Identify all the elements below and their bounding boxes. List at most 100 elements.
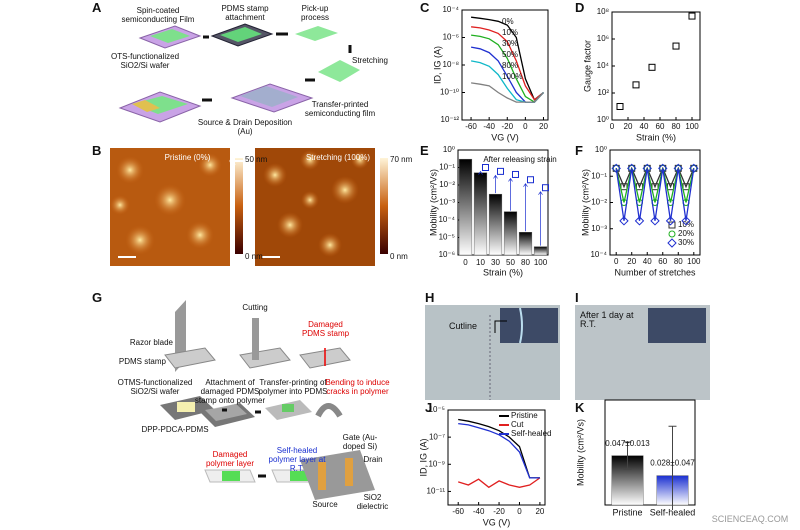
afm-images [110, 148, 388, 266]
caption: DPP-PDCA-PDMS [141, 425, 209, 434]
x-tick-label: -20 [501, 122, 513, 131]
marker [642, 163, 652, 174]
series-line [615, 168, 695, 221]
series-line [615, 166, 695, 189]
plot-frame [604, 399, 696, 506]
marker [616, 103, 624, 110]
y-tick-label: 10⁻¹⁰ [440, 88, 459, 97]
caption: PDMS stamp [118, 357, 166, 366]
plot-frame [447, 409, 546, 506]
series-line [471, 82, 544, 103]
caption: Razor blade [129, 338, 173, 347]
caption: Transfer-printing of polymer into PDMS [258, 378, 328, 396]
caption: PDMS stamp attachment [221, 4, 269, 22]
x-axis-label: Number of stretches [614, 267, 696, 277]
marker [658, 163, 668, 174]
y-axis-label: Mobility (cm²/Vs) [575, 419, 585, 486]
marker [681, 216, 691, 226]
y-tick-label: 10⁻¹¹ [427, 487, 446, 496]
x-tick-label: 50 [506, 258, 515, 267]
y-tick-label: 10⁻⁴ [442, 5, 459, 14]
y-tick-label: 10⁸ [597, 7, 609, 16]
caption: Self-healed polymer layer at R.T. [268, 446, 326, 473]
y-tick-label: 10⁻³ [591, 224, 607, 233]
caption: OTMS-functionalized SiO2/Si wafer [117, 378, 193, 396]
caption: Pick-up process [300, 4, 329, 22]
x-tick-label: -40 [483, 122, 495, 131]
schematic-a [118, 23, 360, 123]
x-axis-label: VG (V) [483, 517, 511, 527]
y-tick-label: 10⁻⁸ [443, 60, 460, 69]
value-label: 0.047±0.013 [605, 439, 650, 448]
x-axis-label: VG (V) [491, 132, 519, 142]
caption: Cutline [448, 321, 477, 331]
legend-label: Cut [511, 420, 524, 429]
colorbar-label: 70 nm [390, 155, 413, 164]
plot-frame [611, 11, 701, 121]
legend-label: 20% [678, 229, 694, 238]
series-line [471, 26, 544, 101]
y-tick-label: 10² [597, 88, 609, 97]
bar [518, 232, 533, 256]
x-tick-label: 10 [476, 258, 485, 267]
y-tick-label: 10⁻⁴ [590, 250, 607, 259]
x-tick-label: 100 [687, 257, 701, 266]
panel-label: A [92, 0, 102, 15]
x-tick-label: 100 [685, 122, 699, 131]
y-tick-label: 10⁻² [591, 198, 607, 207]
marker [619, 216, 629, 226]
release-arrow [523, 183, 528, 232]
caption: Pristine (0%) [164, 153, 211, 162]
marker [650, 216, 660, 226]
caption: Source [312, 500, 338, 509]
legend-label: 80% [502, 61, 518, 70]
marker [634, 216, 645, 226]
panel-label: K [575, 400, 585, 415]
bars [611, 425, 689, 510]
y-axis-label: Gauge factor [582, 40, 592, 92]
x-axis-label: Strain (%) [636, 132, 676, 142]
y-tick-label: 10⁻² [439, 180, 455, 189]
marker [497, 167, 504, 175]
marker [648, 63, 656, 71]
y-tick-label: 10⁻⁷ [429, 432, 445, 441]
caption: Transfer-printed semiconducting film [304, 100, 376, 118]
schematic-g [160, 300, 375, 500]
marker [627, 163, 637, 174]
panel-label: I [575, 290, 579, 305]
series-line [615, 168, 695, 203]
x-tick-label: 40 [640, 122, 649, 131]
marker [668, 221, 676, 229]
bar [458, 158, 473, 256]
bar [503, 211, 518, 256]
caption: Source & Drain Deposition (Au) [197, 118, 293, 136]
x-tick-label: 80 [672, 122, 681, 131]
y-tick-label: 10⁻⁵ [439, 233, 455, 242]
caption: Cutting [242, 303, 268, 312]
x-tick-label: -40 [473, 507, 485, 516]
caption: Bending to induce cracks in polymer [325, 378, 390, 396]
y-axis-label: ID, IG (A) [432, 46, 442, 84]
marker [665, 216, 676, 226]
marker [527, 176, 534, 184]
marker [512, 170, 519, 178]
x-tick-label: Self-healed [650, 507, 696, 517]
watermark: SCIENCEAQ.COM [711, 514, 789, 524]
release-arrow [478, 170, 483, 175]
x-tick-label: 60 [658, 257, 667, 266]
x-tick-label: -60 [452, 507, 464, 516]
x-tick-label: 0 [523, 122, 528, 131]
marker [672, 42, 680, 50]
legend-label: Self-healed [511, 429, 551, 438]
y-tick-label: 10⁻¹ [591, 171, 607, 180]
caption: Drain [363, 455, 383, 464]
panel-label: F [575, 143, 583, 158]
micrographs [425, 305, 710, 400]
y-tick-label: 10⁻⁹ [428, 459, 445, 468]
caption: Spin-coated semiconducting Film [121, 6, 195, 24]
legend-label: 30% [678, 238, 694, 247]
y-tick-label: 10⁻⁶ [443, 33, 459, 42]
y-axis-label: Mobility (cm²/Vs) [428, 169, 438, 236]
bar [488, 193, 503, 256]
